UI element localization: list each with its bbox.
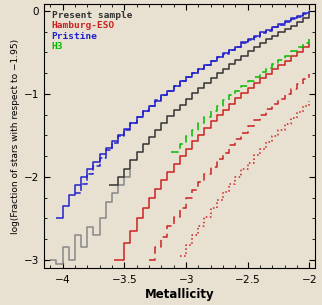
X-axis label: Metallicity: Metallicity — [145, 288, 214, 301]
Legend: Present sample, Hamburg-ESO, Pristine, H3: Present sample, Hamburg-ESO, Pristine, H… — [49, 9, 134, 53]
Y-axis label: log(Fraction of stars with respect to −1.95): log(Fraction of stars with respect to −1… — [11, 39, 20, 234]
